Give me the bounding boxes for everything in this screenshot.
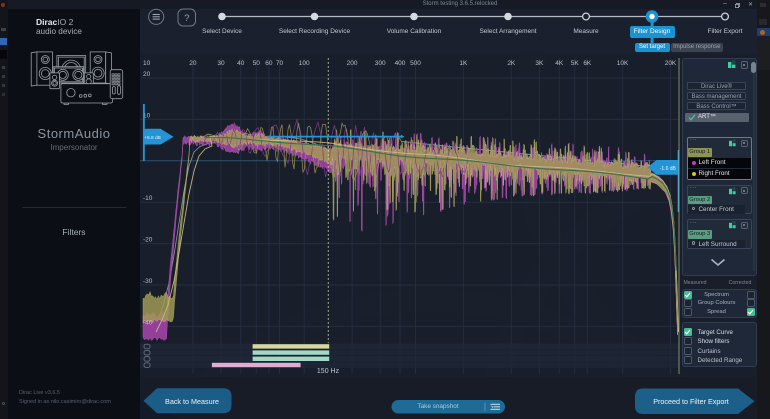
svg-text:100: 100 — [299, 60, 310, 67]
svg-text:200: 200 — [347, 60, 358, 67]
svg-text:2K: 2K — [507, 60, 516, 67]
svg-text:400: 400 — [395, 60, 406, 67]
svg-text:1K: 1K — [459, 60, 468, 67]
svg-text:500: 500 — [410, 60, 421, 67]
svg-text:3K: 3K — [535, 60, 544, 67]
svg-text:60: 60 — [265, 60, 273, 67]
svg-text:30: 30 — [217, 60, 225, 67]
svg-text:10K: 10K — [617, 60, 629, 67]
svg-text:10: 10 — [143, 60, 151, 67]
svg-text:4K: 4K — [555, 60, 564, 67]
svg-text:150 Hz: 150 Hz — [317, 368, 340, 375]
svg-text:20: 20 — [189, 60, 197, 67]
svg-text:40: 40 — [237, 60, 245, 67]
svg-text:-10: -10 — [143, 195, 153, 202]
svg-text:?: ? — [184, 13, 189, 24]
svg-text:6K: 6K — [583, 60, 592, 67]
svg-text:300: 300 — [375, 60, 386, 67]
svg-text:-40: -40 — [143, 319, 153, 326]
svg-text:70: 70 — [276, 60, 284, 67]
svg-text:-30: -30 — [143, 278, 153, 285]
svg-text:10: 10 — [143, 112, 151, 119]
svg-text:20K: 20K — [665, 60, 677, 67]
svg-text:5K: 5K — [571, 60, 580, 67]
svg-text:20: 20 — [143, 71, 151, 78]
svg-text:+5.8 dB: +5.8 dB — [144, 135, 161, 141]
svg-text:-20: -20 — [143, 237, 153, 244]
svg-text:-1.6 dB: -1.6 dB — [660, 166, 677, 172]
svg-text:50: 50 — [253, 60, 261, 67]
